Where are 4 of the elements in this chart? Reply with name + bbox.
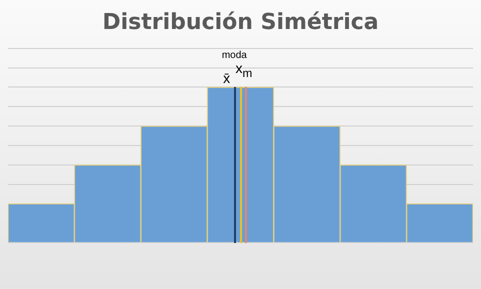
text: moda — [222, 50, 247, 62]
text: x$_{m}$ — [236, 60, 252, 80]
chart-title: Distribución Simétrica — [102, 10, 379, 35]
text: x̄ — [223, 70, 230, 86]
